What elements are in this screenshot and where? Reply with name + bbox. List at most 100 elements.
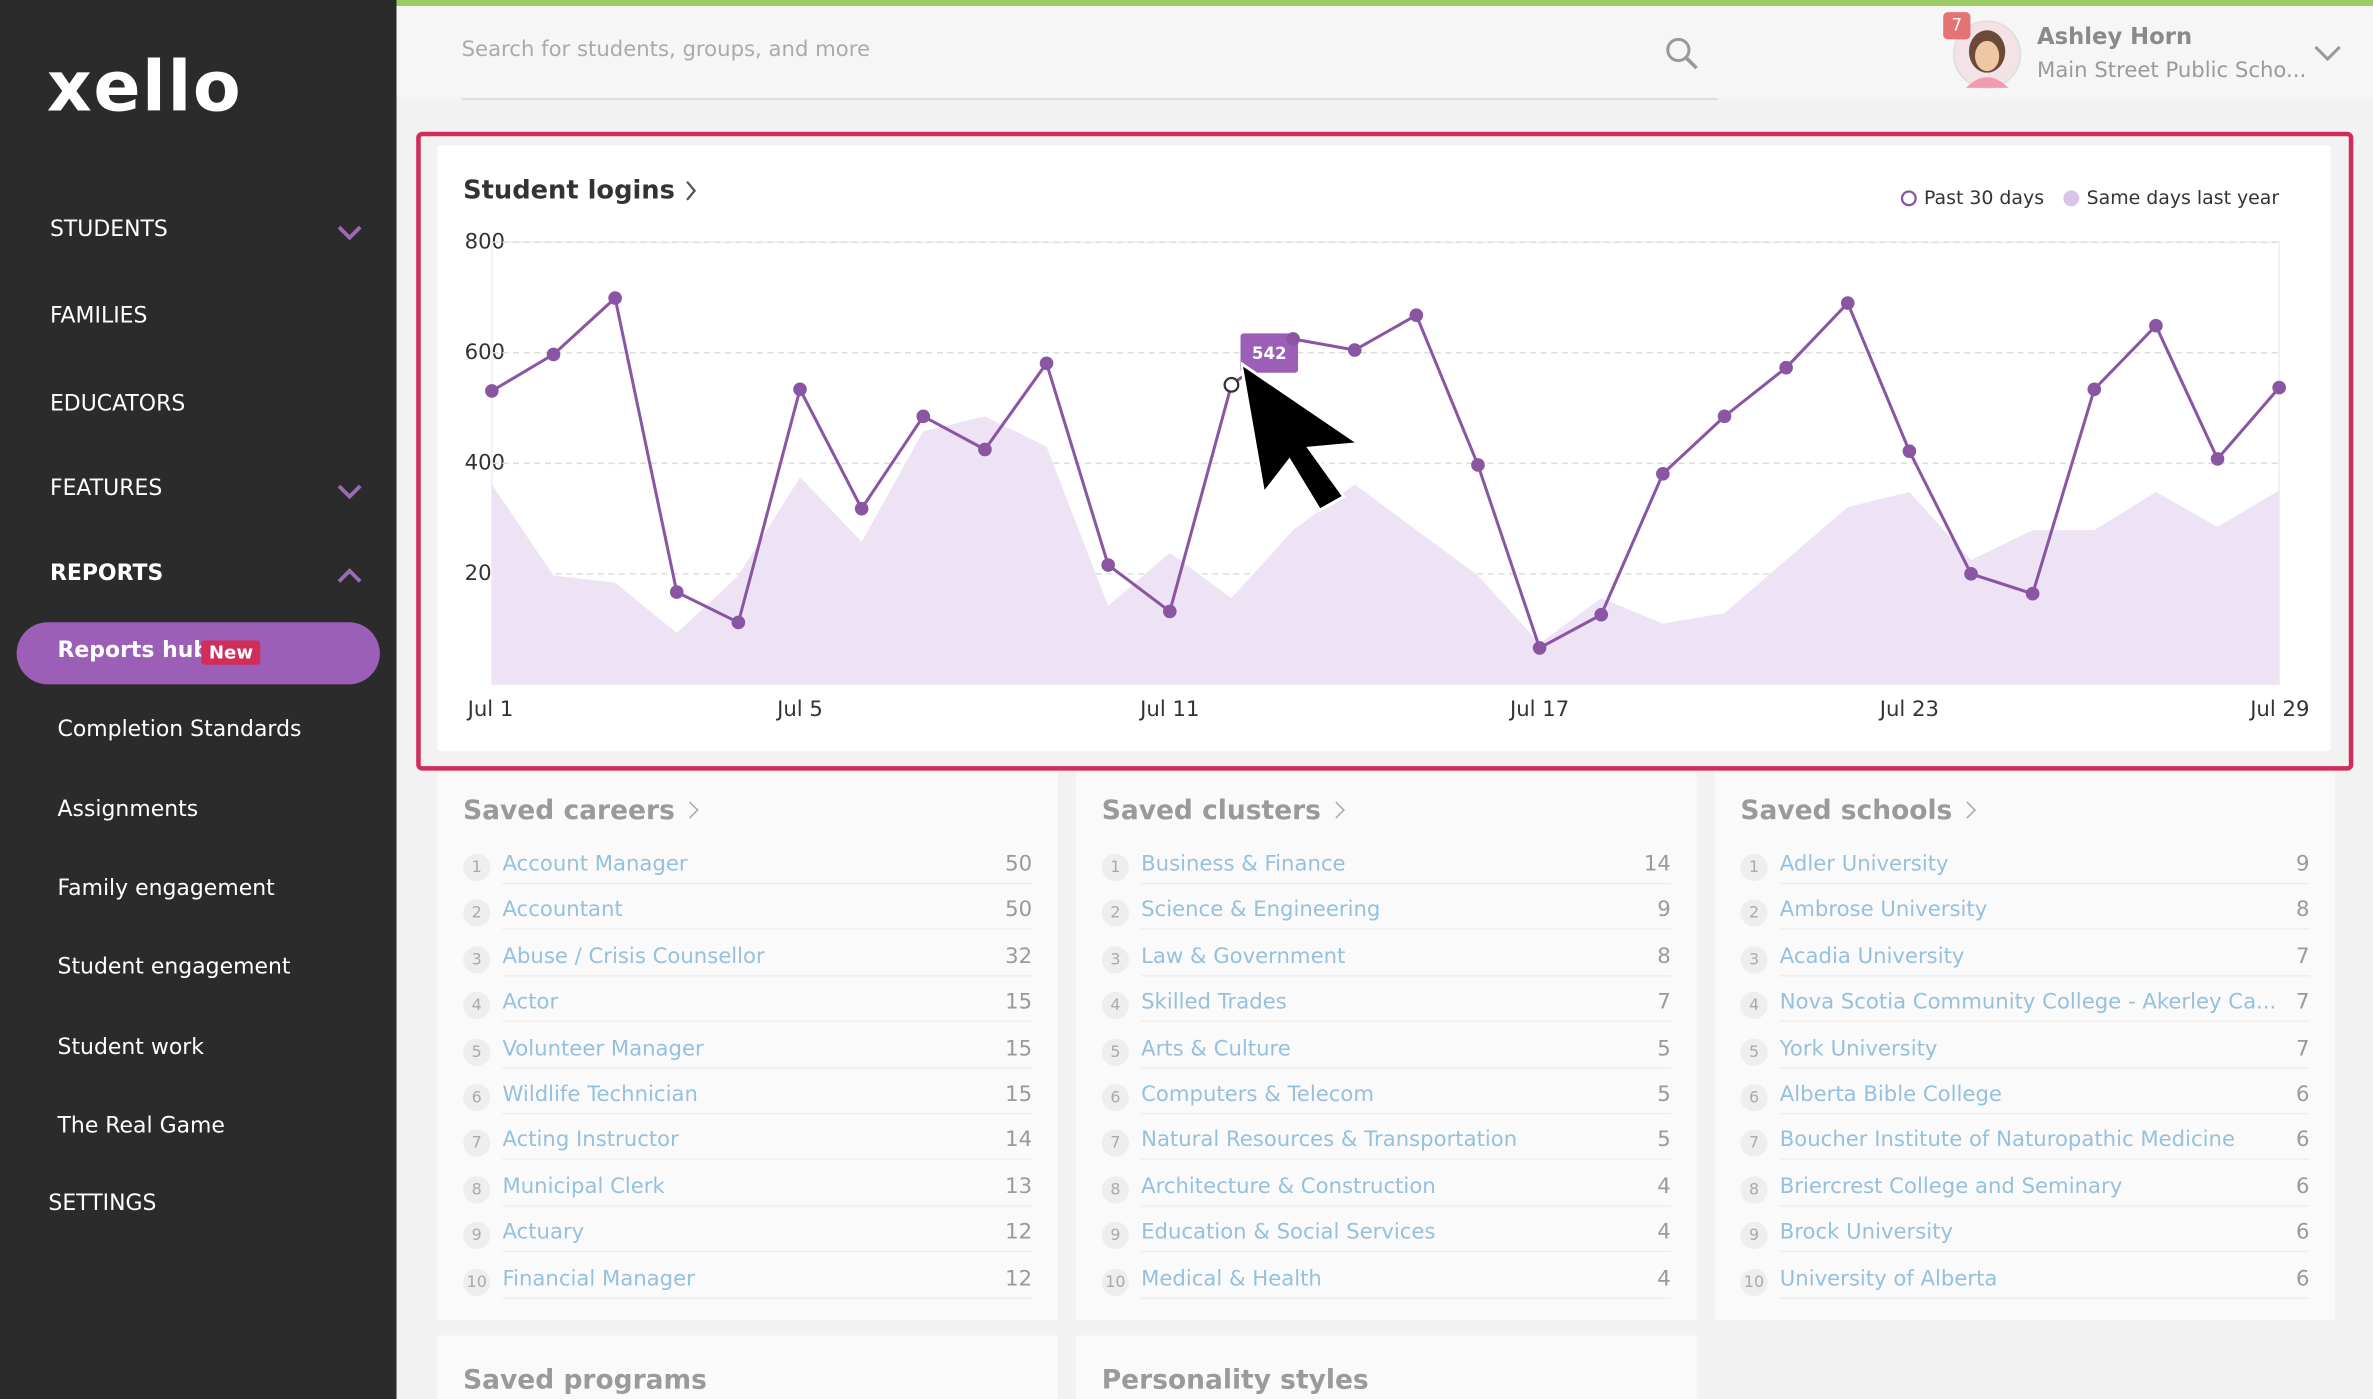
- row-rule: [1141, 974, 1671, 977]
- user-menu-chevron[interactable]: [2312, 42, 2342, 63]
- nav-item[interactable]: Family engagement: [57, 876, 275, 901]
- rank-badge: 4: [1740, 992, 1768, 1020]
- rank-badge: 5: [1101, 1038, 1129, 1066]
- list-link[interactable]: Financial Manager: [502, 1266, 695, 1291]
- legend-label: Same days last year: [2087, 187, 2280, 209]
- list-link[interactable]: Actuary: [502, 1220, 585, 1245]
- chevron-shape: [337, 225, 362, 241]
- row-rule: [502, 1158, 1033, 1161]
- list-link[interactable]: Adler University: [1779, 852, 1949, 877]
- list-link[interactable]: Law & Government: [1141, 944, 1346, 969]
- list-link[interactable]: Wildlife Technician: [502, 1082, 698, 1107]
- row-rule: [502, 1250, 1033, 1253]
- nav-section[interactable]: SETTINGS: [48, 1191, 157, 1216]
- list-link[interactable]: Boucher Institute of Naturopathic Medici…: [1779, 1128, 2236, 1153]
- point: [485, 384, 499, 398]
- list-count: 15: [1005, 990, 1033, 1015]
- notification-badge[interactable]: 7: [1943, 12, 1971, 40]
- list-link[interactable]: York University: [1779, 1036, 1938, 1061]
- title-chevron: [681, 801, 699, 819]
- list-count: 50: [1005, 852, 1033, 877]
- avatar[interactable]: [1951, 18, 2024, 91]
- logo[interactable]: xello: [46, 45, 243, 128]
- nav-section[interactable]: FEATURES: [49, 476, 163, 502]
- rank-badge: 2: [1740, 899, 1768, 928]
- nav-section[interactable]: STUDENTS: [49, 218, 168, 243]
- new-badge: New: [201, 640, 261, 665]
- list-link[interactable]: Briercrest College and Seminary: [1779, 1174, 2123, 1199]
- nav-item[interactable]: Student work: [57, 1035, 204, 1060]
- list-link[interactable]: University of Alberta: [1779, 1266, 1998, 1291]
- list-link[interactable]: Volunteer Manager: [502, 1036, 704, 1061]
- list-link[interactable]: Abuse / Crisis Counsellor: [502, 944, 765, 969]
- rank-badge: 10: [463, 1268, 491, 1296]
- point: [1717, 409, 1732, 424]
- nav-item[interactable]: The Real Game: [57, 1114, 225, 1139]
- list-link[interactable]: Acting Instructor: [502, 1128, 679, 1153]
- list-link[interactable]: Municipal Clerk: [502, 1174, 665, 1199]
- list-link[interactable]: Alberta Bible College: [1779, 1082, 2002, 1107]
- chart-title[interactable]: Student logins: [463, 175, 675, 205]
- rank-badge: 3: [463, 946, 491, 974]
- search-input[interactable]: Search for students, groups, and more: [461, 37, 871, 63]
- card-title[interactable]: Saved clusters: [1102, 796, 1345, 827]
- nav-item-active[interactable]: Reports hub New: [16, 622, 380, 685]
- list-count: 6: [2295, 1174, 2310, 1199]
- rank-badge: 4: [1101, 992, 1129, 1020]
- section-chevron: [337, 484, 362, 500]
- sidebar: xello STUDENTS FAMILIES EDUCATORS FEATURES RE…: [0, 0, 397, 1399]
- nav-section[interactable]: EDUCATORS: [49, 392, 186, 417]
- list-count: 5: [1657, 1128, 1671, 1153]
- nav-section[interactable]: FAMILIES: [49, 304, 148, 329]
- list-count: 12: [1005, 1266, 1033, 1291]
- user-name[interactable]: Ashley Horn: [2037, 22, 2193, 50]
- list-count: 6: [2295, 1082, 2310, 1107]
- list-link[interactable]: Actor: [502, 990, 559, 1015]
- search-icon[interactable]: [1665, 36, 1701, 72]
- x-tick-label: Jul 29: [2248, 696, 2309, 721]
- card-title[interactable]: Personality styles: [1101, 1365, 1369, 1397]
- list-link[interactable]: Medical & Health: [1141, 1266, 1322, 1291]
- row-rule: [502, 1296, 1033, 1299]
- point: [854, 501, 869, 516]
- list-link[interactable]: Science & Engineering: [1141, 898, 1381, 923]
- list-link[interactable]: Nova Scotia Community College - Akerley …: [1779, 990, 2277, 1015]
- list-count: 7: [2295, 1036, 2310, 1061]
- nav-section[interactable]: REPORTS: [49, 561, 164, 586]
- nav-item[interactable]: Completion Standards: [57, 717, 302, 742]
- list-card: Saved careers 1 Account Manager 50 2 Accounta…: [437, 772, 1058, 1321]
- list-link[interactable]: Computers & Telecom: [1141, 1082, 1375, 1107]
- list-link[interactable]: Arts & Culture: [1141, 1036, 1291, 1061]
- list-link[interactable]: Acadia University: [1779, 944, 1965, 969]
- card-title[interactable]: Saved programs: [463, 1365, 707, 1397]
- row-rule: [502, 1066, 1033, 1069]
- row-rule: [1779, 1250, 2310, 1253]
- list-link[interactable]: Natural Resources & Transportation: [1141, 1128, 1518, 1153]
- list-link[interactable]: Business & Finance: [1141, 852, 1346, 877]
- nav-item-label[interactable]: Reports hub: [57, 638, 210, 664]
- list-link[interactable]: Brock University: [1779, 1220, 1954, 1245]
- list-count: 8: [2295, 898, 2310, 923]
- list-count: 6: [2295, 1220, 2310, 1245]
- list-count: 4: [1657, 1220, 1671, 1245]
- row-rule: [1779, 882, 2310, 885]
- list-link[interactable]: Ambrose University: [1779, 898, 1988, 923]
- point: [1162, 604, 1177, 619]
- list-link[interactable]: Accountant: [502, 898, 623, 923]
- nav-item[interactable]: Assignments: [57, 797, 199, 823]
- list-link[interactable]: Education & Social Services: [1141, 1220, 1436, 1245]
- point: [1532, 641, 1547, 655]
- card-title[interactable]: Saved schools: [1740, 796, 1977, 827]
- chart: Student logins 20 400 600 800 Jul 1 Jul 5 Jul …: [463, 175, 2309, 721]
- list-link[interactable]: Account Manager: [502, 852, 688, 877]
- rank-badge: 10: [1740, 1268, 1768, 1296]
- list-link[interactable]: Skilled Trades: [1141, 990, 1287, 1015]
- nav-item[interactable]: Student engagement: [57, 955, 291, 980]
- list-link[interactable]: Architecture & Construction: [1141, 1174, 1436, 1199]
- point: [1594, 607, 1609, 622]
- row-rule: [1141, 882, 1671, 885]
- point: [608, 291, 622, 305]
- x-tick-label: Jul 23: [1878, 696, 1939, 721]
- list-card: Personality styles: [1076, 1335, 1697, 1399]
- card-title[interactable]: Saved careers: [463, 796, 699, 827]
